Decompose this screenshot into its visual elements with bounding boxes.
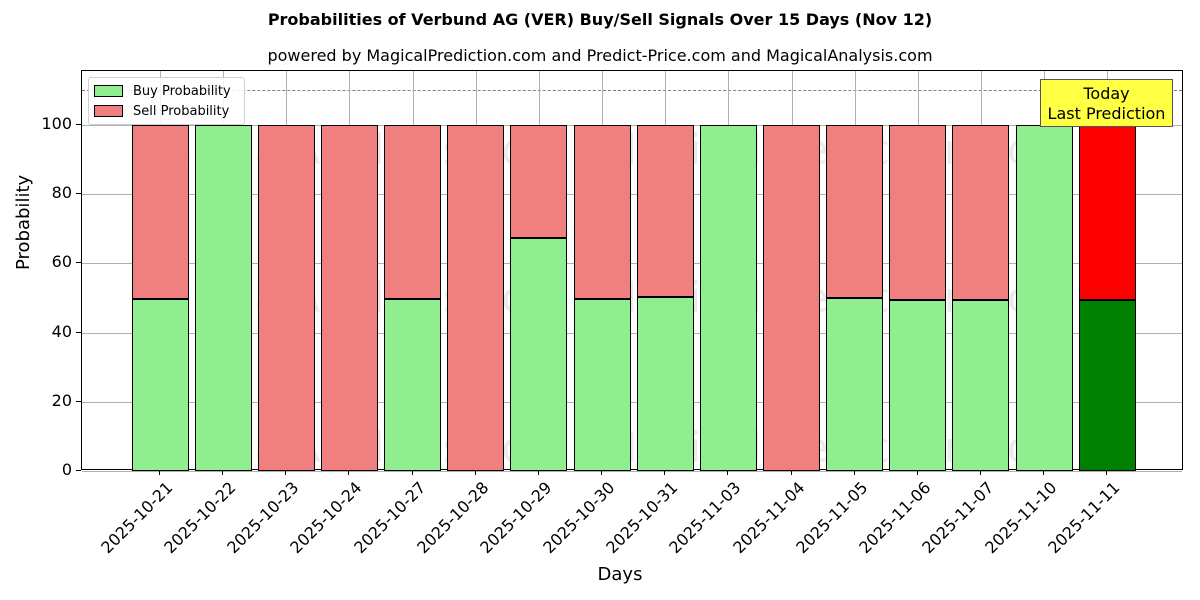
grid-line-h (82, 471, 1182, 472)
buy-bar (384, 299, 442, 471)
y-tick-label: 80 (51, 183, 72, 203)
sell-swatch-icon (94, 105, 123, 117)
x-tick-mark (411, 470, 413, 475)
y-tick-mark (76, 331, 81, 333)
buy-bar (510, 238, 568, 471)
buy-bar (636, 297, 694, 471)
sell-bar (763, 125, 820, 471)
grid-line-h (82, 125, 1182, 126)
x-tick-mark (979, 470, 981, 475)
x-tick-mark (1106, 470, 1108, 475)
y-axis-label: Probability (13, 174, 34, 270)
sell-bar (889, 125, 947, 301)
chart-subtitle: powered by MagicalPrediction.com and Pre… (267, 46, 933, 65)
chart-title: Probabilities of Verbund AG (VER) Buy/Se… (267, 10, 933, 29)
buy-bar (194, 125, 252, 471)
legend-item-buy: Buy Probability (94, 83, 231, 99)
y-tick-label: 40 (51, 321, 72, 341)
y-tick-label: 0 (61, 460, 72, 479)
legend-sell-label: Sell Probability (133, 103, 230, 119)
y-tick-mark (76, 262, 81, 264)
x-tick-mark (853, 470, 855, 475)
buy-bar (952, 300, 1010, 471)
sell-bar (573, 125, 631, 299)
x-tick-mark (790, 470, 792, 475)
buy-bar (1078, 299, 1136, 471)
y-tick-label: 100 (41, 114, 72, 133)
annotation-line1: Today (1083, 84, 1130, 103)
y-tick-mark (76, 193, 81, 195)
sell-bar (257, 125, 315, 471)
x-axis-label: Days (597, 564, 643, 585)
sell-bar (952, 125, 1010, 301)
x-tick-mark (474, 470, 476, 475)
grid-line-h (82, 194, 1182, 196)
plot-area: MagicalAnalysis.comMagicalPrediction.com… (81, 70, 1183, 472)
x-tick-mark (285, 470, 287, 475)
x-tick-mark (537, 470, 539, 475)
sell-bar (510, 125, 568, 239)
sell-bar (1078, 125, 1136, 300)
x-tick-mark (916, 470, 918, 475)
grid-line-h (82, 332, 1182, 334)
sell-bar (447, 125, 505, 471)
reference-line (82, 90, 1182, 92)
sell-bar (320, 125, 378, 471)
buy-bar (573, 298, 631, 471)
x-tick-mark (159, 470, 160, 475)
legend: Buy Probability Sell Probability (88, 77, 245, 125)
sell-bar (384, 125, 442, 300)
x-tick-mark (1043, 470, 1045, 475)
sell-bar (826, 125, 884, 298)
y-tick-mark (76, 124, 81, 125)
buy-bar (1015, 125, 1073, 471)
x-tick-mark (222, 470, 224, 475)
grid-line-h (82, 401, 1182, 403)
grid-line-h (82, 263, 1182, 265)
y-tick-mark (76, 470, 81, 471)
buy-bar (699, 125, 757, 471)
today-annotation: Today Last Prediction (1040, 79, 1173, 127)
legend-buy-label: Buy Probability (133, 83, 231, 99)
legend-item-sell: Sell Probability (94, 103, 229, 119)
buy-bar (826, 297, 884, 471)
x-tick-mark (727, 470, 729, 475)
x-tick-mark (348, 470, 350, 475)
x-tick-mark (664, 470, 666, 475)
buy-bar (131, 299, 189, 471)
buy-bar (889, 300, 947, 471)
y-tick-label: 60 (51, 252, 72, 272)
sell-bar (636, 125, 694, 298)
y-tick-label: 20 (51, 390, 72, 410)
buy-swatch-icon (94, 85, 123, 97)
sell-bar (131, 125, 189, 300)
y-tick-mark (76, 400, 81, 402)
annotation-line2: Last Prediction (1047, 104, 1166, 123)
x-tick-mark (601, 470, 603, 475)
